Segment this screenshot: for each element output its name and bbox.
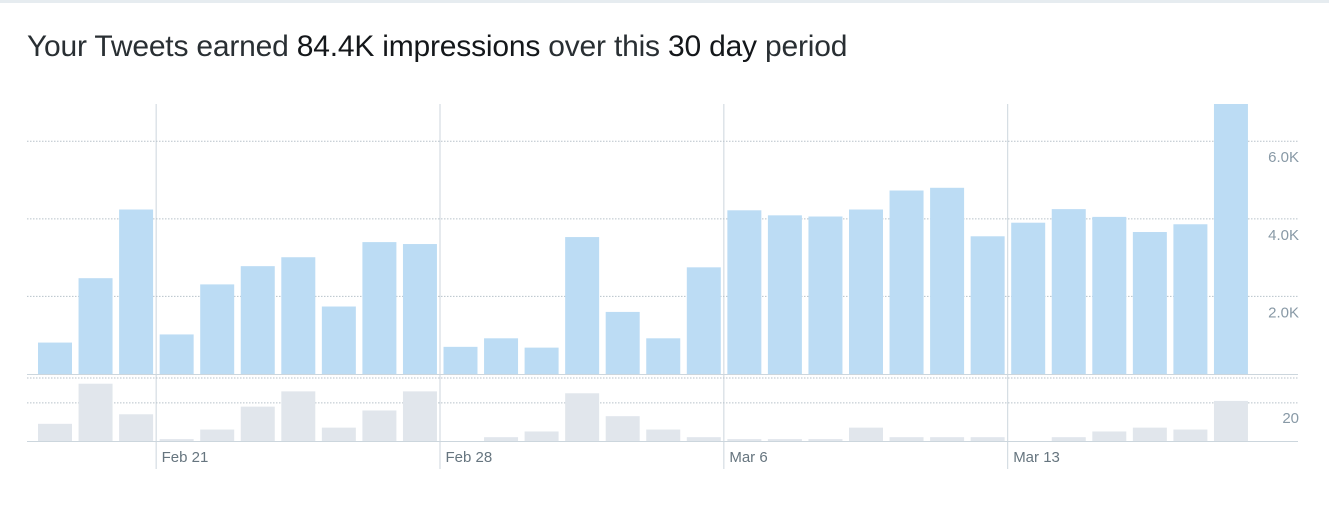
impressions-bar-20[interactable] [808, 216, 843, 375]
impressions-bar-13[interactable] [524, 347, 559, 374]
engagements-bar-17[interactable] [686, 437, 721, 441]
y-tick-label-3: 6.0K [1268, 149, 1299, 166]
engagements-bar-15[interactable] [605, 416, 640, 441]
impressions-bar-24[interactable] [970, 236, 1005, 374]
headline-period: 30 day [667, 30, 757, 63]
impressions-bar-18[interactable] [727, 210, 762, 374]
impressions-bar-1[interactable] [38, 342, 72, 374]
engagements-bar-7[interactable] [281, 391, 316, 441]
impressions-bar-9[interactable] [362, 242, 397, 374]
engagements-bar-19[interactable] [767, 439, 802, 441]
engagements-bar-2[interactable] [78, 383, 113, 441]
engagements-bar-9[interactable] [362, 410, 397, 441]
engagements-y-tick-label-1: 20 [1282, 410, 1299, 427]
impressions-bar-4[interactable] [159, 334, 194, 374]
engagements-bar-14[interactable] [565, 393, 600, 441]
impressions-bar-11[interactable] [443, 346, 478, 374]
engagements-bar-5[interactable] [200, 429, 235, 441]
engagements-bar-22[interactable] [889, 437, 924, 441]
impressions-bar-21[interactable] [849, 209, 883, 374]
engagements-bar-20[interactable] [808, 439, 843, 441]
engagements-bar-18[interactable] [727, 439, 762, 441]
x-tick-label-2: Feb 28 [446, 449, 493, 466]
y-tick-label-2: 4.0K [1268, 227, 1299, 244]
engagements-bar-13[interactable] [524, 431, 559, 441]
impressions-bar-14[interactable] [565, 237, 600, 374]
impressions-bar-22[interactable] [889, 190, 924, 374]
impressions-bar-28[interactable] [1132, 232, 1167, 374]
engagements-bar-8[interactable] [321, 427, 356, 441]
engagements-bar-24[interactable] [970, 437, 1005, 441]
impressions-bar-26[interactable] [1051, 209, 1086, 374]
top-divider [0, 0, 1329, 3]
impressions-bar-27[interactable] [1092, 216, 1127, 374]
impressions-bar-29[interactable] [1173, 224, 1208, 374]
impressions-bar-3[interactable] [119, 209, 154, 374]
x-tick-label-1: Feb 21 [162, 449, 209, 466]
impressions-bar-15[interactable] [605, 311, 640, 374]
impressions-bar-17[interactable] [686, 267, 721, 374]
engagements-bar-26[interactable] [1051, 437, 1086, 441]
impressions-bar-23[interactable] [930, 187, 965, 374]
engagements-bar-1[interactable] [38, 423, 72, 441]
impressions-bar-16[interactable] [646, 338, 681, 374]
engagements-bar-30[interactable] [1213, 400, 1248, 441]
impressions-bar-6[interactable] [240, 266, 275, 374]
engagements-bar-6[interactable] [240, 406, 275, 441]
headline-suffix: period [756, 30, 848, 63]
impressions-bar-19[interactable] [767, 215, 802, 374]
impressions-bar-5[interactable] [200, 284, 235, 374]
impressions-bar-2[interactable] [78, 278, 113, 374]
engagements-bar-28[interactable] [1132, 427, 1167, 441]
impressions-bar-30[interactable] [1213, 104, 1248, 374]
engagements-bar-29[interactable] [1173, 429, 1208, 441]
engagements-bar-16[interactable] [646, 429, 681, 441]
engagements-bar-3[interactable] [119, 414, 154, 441]
impressions-bar-7[interactable] [281, 257, 316, 374]
headline-prefix: Your Tweets earned [27, 30, 297, 63]
engagements-bar-10[interactable] [402, 391, 437, 441]
engagements-bar-4[interactable] [159, 439, 194, 441]
impressions-bar-25[interactable] [1011, 222, 1046, 374]
y-tick-label-1: 2.0K [1268, 304, 1299, 321]
headline-middle: over this [540, 30, 668, 63]
page-title: Your Tweets earned 84.4K impressions ove… [27, 30, 847, 64]
impressions-bar-10[interactable] [402, 244, 437, 374]
engagements-bar-12[interactable] [484, 437, 519, 441]
impressions-bar-12[interactable] [484, 338, 519, 374]
headline-impressions: 84.4K impressions [296, 30, 541, 63]
engagements-bar-23[interactable] [930, 437, 965, 441]
engagements-bar-27[interactable] [1092, 431, 1127, 441]
engagements-bar-21[interactable] [849, 427, 883, 441]
x-tick-label-3: Mar 6 [729, 449, 767, 466]
x-tick-label-4: Mar 13 [1013, 449, 1060, 466]
impressions-bar-8[interactable] [321, 306, 356, 375]
